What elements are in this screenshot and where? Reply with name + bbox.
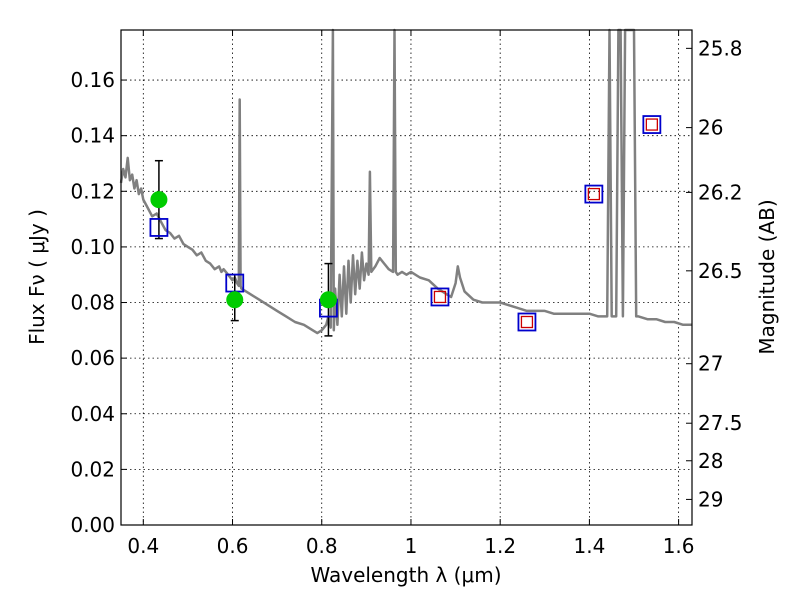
- x-axis-label: Wavelength λ (μm): [310, 563, 501, 587]
- y-ticks: 0.00 0.02 0.04 0.06 0.08 0.10 0.12 0.14 0.16: [70, 68, 127, 537]
- model-photometry-square: [642, 115, 662, 134]
- observed-flux-point: [150, 191, 168, 209]
- y2-tick-label: 26: [698, 116, 723, 140]
- y-tick-label: 0.04: [70, 402, 115, 426]
- y-tick-label: 0.08: [70, 291, 115, 315]
- model-photometry-square: [584, 184, 604, 204]
- y2-axis-label: Magnitude (AB): [755, 199, 779, 354]
- x-tick-label: 1: [405, 534, 418, 558]
- y-tick-label: 0.00: [70, 513, 115, 537]
- observed-flux-point: [226, 291, 244, 309]
- y2-tick-label: 26.2: [698, 180, 743, 204]
- x-tick-label: 1.6: [663, 534, 695, 558]
- grid: [121, 30, 692, 525]
- y2-tick-label: 28: [698, 449, 723, 473]
- upper-photometry-square: [587, 187, 601, 201]
- y-tick-label: 0.14: [70, 124, 115, 148]
- x-tick-label: 0.8: [306, 534, 338, 558]
- y2-tick-label: 26.5: [698, 259, 743, 283]
- y2-tick-label: 29: [698, 487, 723, 511]
- model-photometry-square: [430, 287, 450, 307]
- plot-frame: [120, 29, 693, 526]
- x-ticks: 0.4 0.6 0.8 1 1.2 1.4 1.6: [127, 30, 695, 558]
- markers: [149, 115, 662, 332]
- model-photometry-square: [517, 312, 537, 332]
- x-tick-label: 1.2: [484, 534, 516, 558]
- y-tick-label: 0.16: [70, 68, 115, 92]
- y-axis-label: Flux Fν ( μJy ): [25, 209, 49, 345]
- x-tick-label: 1.4: [573, 534, 605, 558]
- upper-photometry-square: [645, 118, 659, 131]
- y2-tick-label: 27: [698, 352, 723, 376]
- y-tick-label: 0.12: [70, 179, 115, 203]
- errorbars: [154, 159, 333, 337]
- observed-flux-point: [319, 291, 337, 309]
- x-tick-label: 0.4: [127, 534, 159, 558]
- x-tick-label: 0.6: [217, 534, 249, 558]
- sed-layer: [119, 28, 692, 335]
- upper-photometry-square: [520, 315, 534, 329]
- model-photometry-square: [149, 218, 169, 237]
- y2-tick-label: 27.5: [698, 411, 743, 435]
- y-tick-label: 0.02: [70, 457, 115, 481]
- y-tick-label: 0.10: [70, 235, 115, 259]
- upper-photometry-square: [433, 290, 447, 304]
- sed-curve: [119, 28, 692, 335]
- y-tick-label: 0.06: [70, 346, 115, 370]
- y2-tick-label: 25.8: [698, 36, 743, 60]
- y2-ticks: 25.8 26 26.2 26.5 27 27.5 28 29: [686, 36, 743, 511]
